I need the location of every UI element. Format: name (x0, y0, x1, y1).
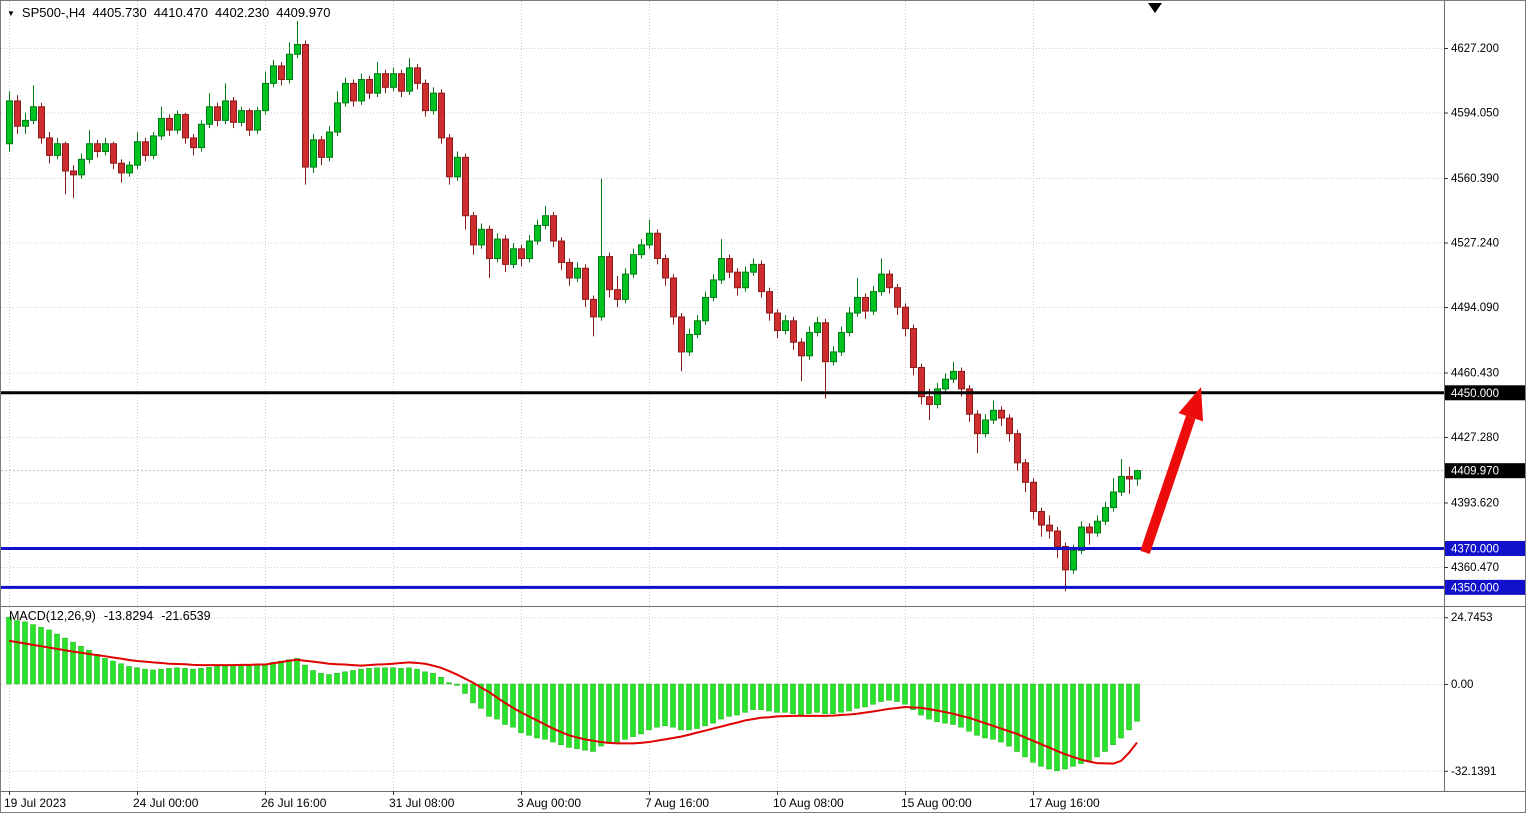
svg-text:4360.470: 4360.470 (1451, 562, 1499, 574)
level-price-badge: 4350.000 (1445, 579, 1525, 595)
price-gridlines (1, 48, 1444, 772)
svg-text:4427.280: 4427.280 (1451, 432, 1499, 444)
chart-shift-marker[interactable] (1148, 3, 1162, 13)
macd-signal-line (8, 639, 1138, 765)
svg-text:24.7453: 24.7453 (1451, 612, 1493, 624)
svg-text:4627.200: 4627.200 (1451, 43, 1499, 55)
macd-histogram (6, 616, 1140, 772)
candlestick-series (6, 21, 1141, 592)
ohlc-open-value: 4405.730 (92, 5, 147, 20)
svg-text:4393.620: 4393.620 (1451, 497, 1499, 509)
svg-text:4350.000: 4350.000 (1451, 582, 1499, 594)
svg-text:19 Jul 2023: 19 Jul 2023 (4, 796, 66, 810)
svg-text:26 Jul 16:00: 26 Jul 16:00 (261, 796, 327, 810)
level-price-badge: 4450.000 (1445, 385, 1525, 401)
svg-text:4409.970: 4409.970 (1451, 466, 1499, 478)
svg-text:10 Aug 08:00: 10 Aug 08:00 (773, 796, 844, 810)
svg-text:24 Jul 00:00: 24 Jul 00:00 (133, 796, 199, 810)
symbol-dropdown-icon[interactable]: ▼ (7, 8, 15, 18)
macd-indicator-label: MACD(12,26,9) -13.8294 -21.6539 (9, 609, 211, 623)
ohlc-close-value: 4409.970 (276, 5, 331, 20)
svg-text:4560.390: 4560.390 (1451, 173, 1499, 185)
macd-name-label: MACD(12,26,9) (9, 609, 96, 623)
symbol-timeframe-label: SP500-,H4 (21, 5, 86, 20)
svg-text:4370.000: 4370.000 (1451, 543, 1499, 555)
svg-text:0.00: 0.00 (1451, 679, 1473, 691)
symbol-info: ▼ SP500-,H4 4405.730 4410.470 4402.230 4… (7, 5, 330, 20)
svg-text:17 Aug 16:00: 17 Aug 16:00 (1029, 796, 1100, 810)
svg-text:4527.240: 4527.240 (1451, 238, 1499, 250)
svg-text:3 Aug 00:00: 3 Aug 00:00 (517, 796, 581, 810)
ohlc-high-value: 4410.470 (153, 5, 208, 20)
svg-text:4460.430: 4460.430 (1451, 367, 1499, 379)
level-price-badge: 4370.000 (1445, 540, 1525, 556)
svg-text:-32.1391: -32.1391 (1451, 766, 1496, 778)
time-axis[interactable]: 19 Jul 2023 24 Jul 00:00 26 Jul 16:00 31 Ju… (4, 791, 1100, 810)
macd-main-value: -13.8294 (103, 609, 154, 623)
svg-text:15 Aug 00:00: 15 Aug 00:00 (901, 796, 972, 810)
svg-text:4594.050: 4594.050 (1451, 108, 1499, 120)
svg-text:4494.090: 4494.090 (1451, 302, 1499, 314)
ohlc-low-value: 4402.230 (214, 5, 270, 20)
trend-arrow[interactable] (1140, 386, 1204, 554)
current-price-badge: 4409.970 (1445, 463, 1525, 479)
svg-text:4450.000: 4450.000 (1451, 388, 1499, 400)
macd-signal-value: -21.6539 (161, 609, 211, 623)
svg-text:31 Jul 08:00: 31 Jul 08:00 (389, 796, 455, 810)
price-axis[interactable]: 4627.200 4594.050 4560.390 4527.240 4494.090… (1444, 43, 1499, 778)
svg-text:7 Aug 16:00: 7 Aug 16:00 (645, 796, 709, 810)
